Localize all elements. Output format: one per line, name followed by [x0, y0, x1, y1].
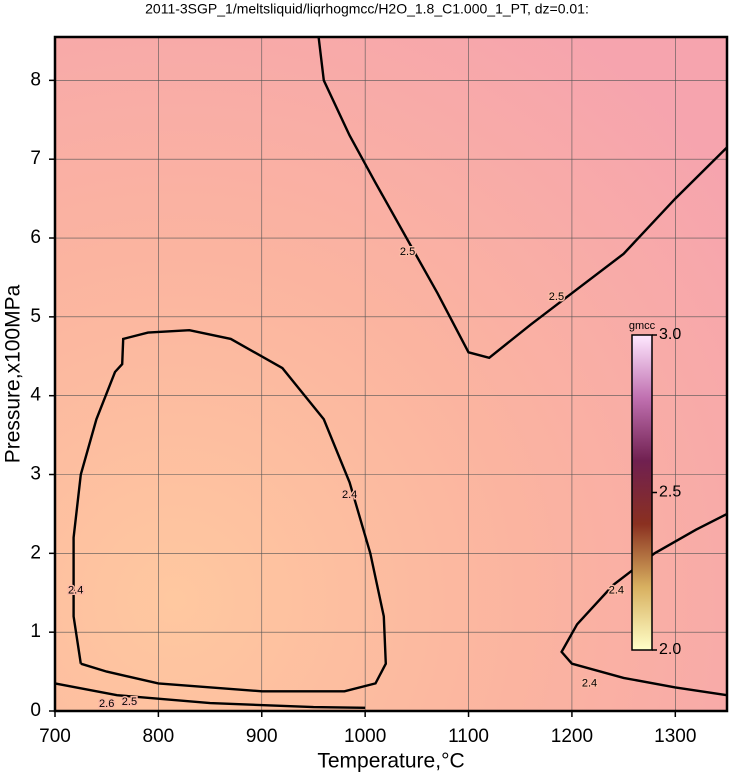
x-tick-label: 900 [246, 726, 278, 747]
contour-label: 2.4 [582, 677, 597, 689]
chart-title: 2011-3SGP_1/meltsliquid/liqrhogmcc/H2O_1… [145, 1, 589, 17]
contour-line [560, 512, 728, 697]
colorbar-tick-label: 2.0 [659, 641, 681, 658]
y-tick-label: 2 [30, 542, 41, 563]
contour-line [317, 36, 728, 360]
y-tick-label: 5 [30, 306, 41, 327]
y-tick-label: 4 [30, 385, 41, 406]
plot-frame [53, 35, 729, 713]
contour-label: 2.4 [68, 584, 83, 596]
x-tick-label: 1000 [344, 726, 386, 747]
x-tick-label: 1200 [551, 726, 593, 747]
contour-label: 2.6 [99, 698, 114, 710]
y-axis-label: Pressure,x100MPa [2, 284, 25, 463]
y-tick-label: 3 [30, 464, 41, 485]
plot-background [55, 37, 727, 711]
x-tick-label: 700 [39, 726, 71, 747]
y-tick-label: 6 [30, 227, 41, 248]
contour-label: 2.5 [400, 246, 415, 258]
colorbar-tick-label: 2.5 [659, 484, 681, 501]
colorbar-title: gmcc [629, 320, 656, 332]
colorbar-tick-label: 3.0 [659, 326, 681, 343]
x-axis-label: Temperature,°C [317, 750, 464, 773]
y-tick-label: 7 [30, 148, 41, 169]
colorbar [631, 334, 653, 651]
x-tick-label: 1300 [654, 726, 696, 747]
contour-label: 2.4 [342, 489, 357, 501]
y-tick-label: 8 [30, 69, 41, 90]
contour-label: 2.5 [549, 291, 564, 303]
contour-line [54, 682, 366, 709]
y-tick-label: 1 [30, 621, 41, 642]
y-tick-label: 0 [30, 700, 41, 721]
x-tick-label: 800 [143, 726, 175, 747]
contour-line [72, 328, 388, 693]
contour-label: 2.4 [609, 584, 624, 596]
contour-label: 2.5 [122, 696, 137, 708]
x-tick-label: 1100 [448, 726, 489, 747]
